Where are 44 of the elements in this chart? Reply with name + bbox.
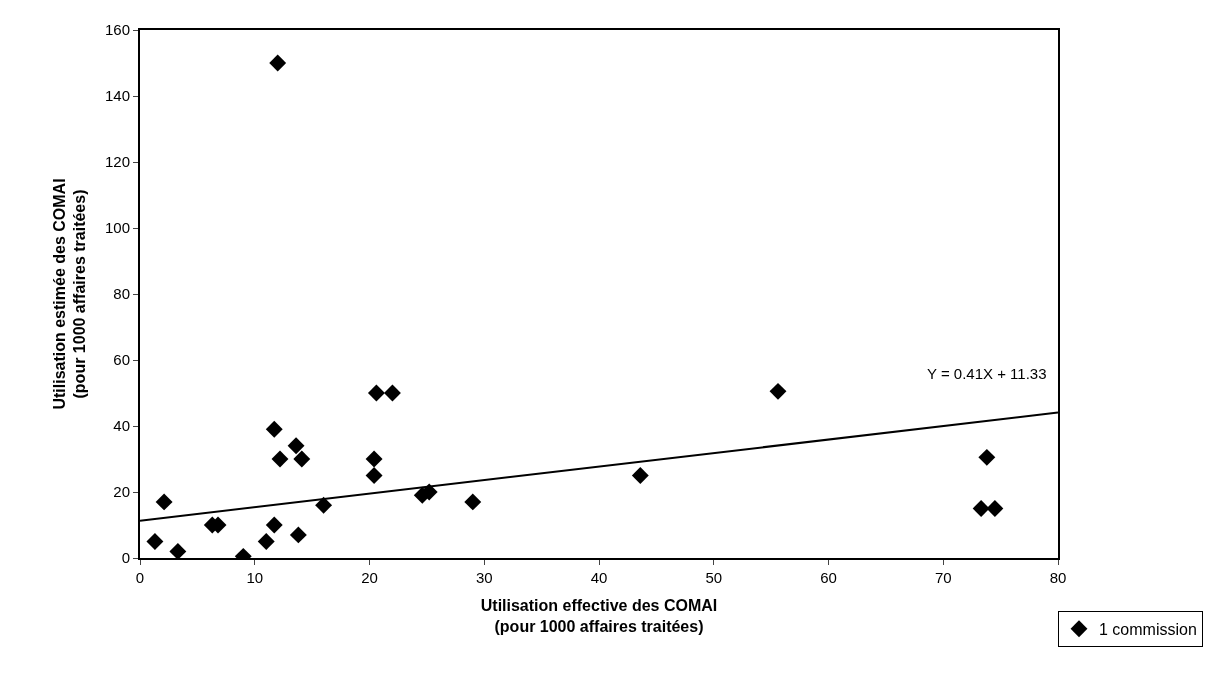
point — [384, 384, 401, 402]
x-tick-label: 60 — [820, 569, 837, 586]
point — [986, 500, 1004, 517]
y-tick-label: 120 — [104, 153, 130, 171]
y-tick-label: 40 — [113, 417, 130, 435]
point — [631, 467, 649, 484]
point — [287, 437, 305, 455]
legend-label: 1 commission — [1099, 620, 1197, 638]
x-tick-label: 30 — [475, 569, 493, 586]
point — [169, 542, 187, 558]
x-tick-label: 0 — [135, 569, 145, 586]
point — [257, 533, 275, 550]
x-tick-label: 50 — [705, 569, 723, 586]
y-tick-label: 20 — [113, 483, 130, 501]
y-tick-label: 140 — [104, 87, 130, 105]
x-tick-label: 70 — [934, 569, 952, 586]
x-tick-label: 10 — [246, 569, 264, 586]
point — [271, 450, 289, 468]
point — [315, 496, 333, 514]
x-tick-label: 40 — [590, 569, 608, 586]
point — [769, 382, 787, 400]
point — [269, 54, 287, 72]
x-tick-label: 80 — [1049, 569, 1067, 586]
point — [155, 493, 173, 511]
y-tick-label: 0 — [121, 549, 130, 567]
x-tick-label: 20 — [361, 569, 378, 586]
point — [293, 450, 311, 468]
y-tick-label: 60 — [113, 351, 130, 369]
point — [265, 420, 283, 438]
x-axis-title: Utilisation effective des COMAI (pour 1000 affaires traitées) — [480, 597, 718, 635]
point — [265, 516, 283, 534]
point — [365, 467, 383, 484]
point — [146, 533, 164, 550]
point — [367, 384, 385, 402]
y-tick-label: 80 — [113, 285, 130, 303]
point — [972, 500, 990, 517]
point — [289, 526, 307, 544]
point — [365, 450, 383, 468]
y-axis-title: Utilisation estimée des COMAI (pour 1000 affaires traitées) — [50, 178, 89, 410]
y-tick-label: 160 — [104, 21, 130, 39]
annotation: Y = 0.41X + 11.33 — [927, 365, 1047, 382]
point — [464, 493, 482, 511]
point — [978, 448, 996, 466]
y-tick-label: 100 — [104, 219, 130, 237]
